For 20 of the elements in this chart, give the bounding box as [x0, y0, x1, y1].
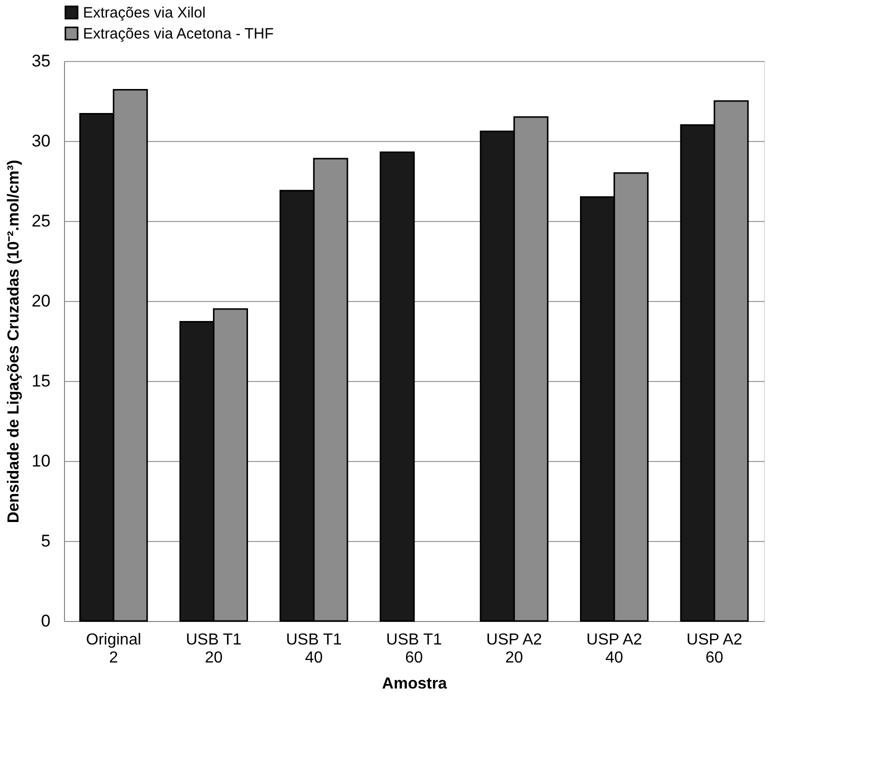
y-tick-label: 20: [32, 292, 50, 310]
x-tick-label: USB T1 20: [186, 632, 242, 666]
legend-label: Extrações via Xilol: [83, 4, 206, 22]
y-tick-label: 15: [32, 372, 50, 390]
x-tick-label: Original 2: [86, 632, 142, 666]
legend-label: Extrações via Acetona - THF: [83, 26, 274, 42]
bar: [380, 151, 415, 622]
x-tick-label: USB T1 40: [286, 632, 342, 666]
y-tick-label: 30: [32, 132, 50, 150]
x-tick-label: USP A2 60: [686, 632, 742, 666]
y-tick-label: 5: [41, 532, 50, 550]
y-tick-label: 35: [32, 52, 50, 70]
x-tick-label: USP A2 20: [486, 632, 542, 666]
x-tick-label: USB T1 60: [386, 632, 442, 666]
y-tick-label: 10: [32, 452, 50, 470]
y-tick-label: 25: [32, 212, 50, 230]
y-tick-label: 0: [41, 612, 50, 630]
x-axis-title: Amostra: [382, 676, 448, 692]
x-tick-label: USP A2 40: [586, 632, 642, 666]
y-axis-title: Densidade de Ligações Cruzadas (10⁻².mol/cm³): [6, 160, 23, 524]
